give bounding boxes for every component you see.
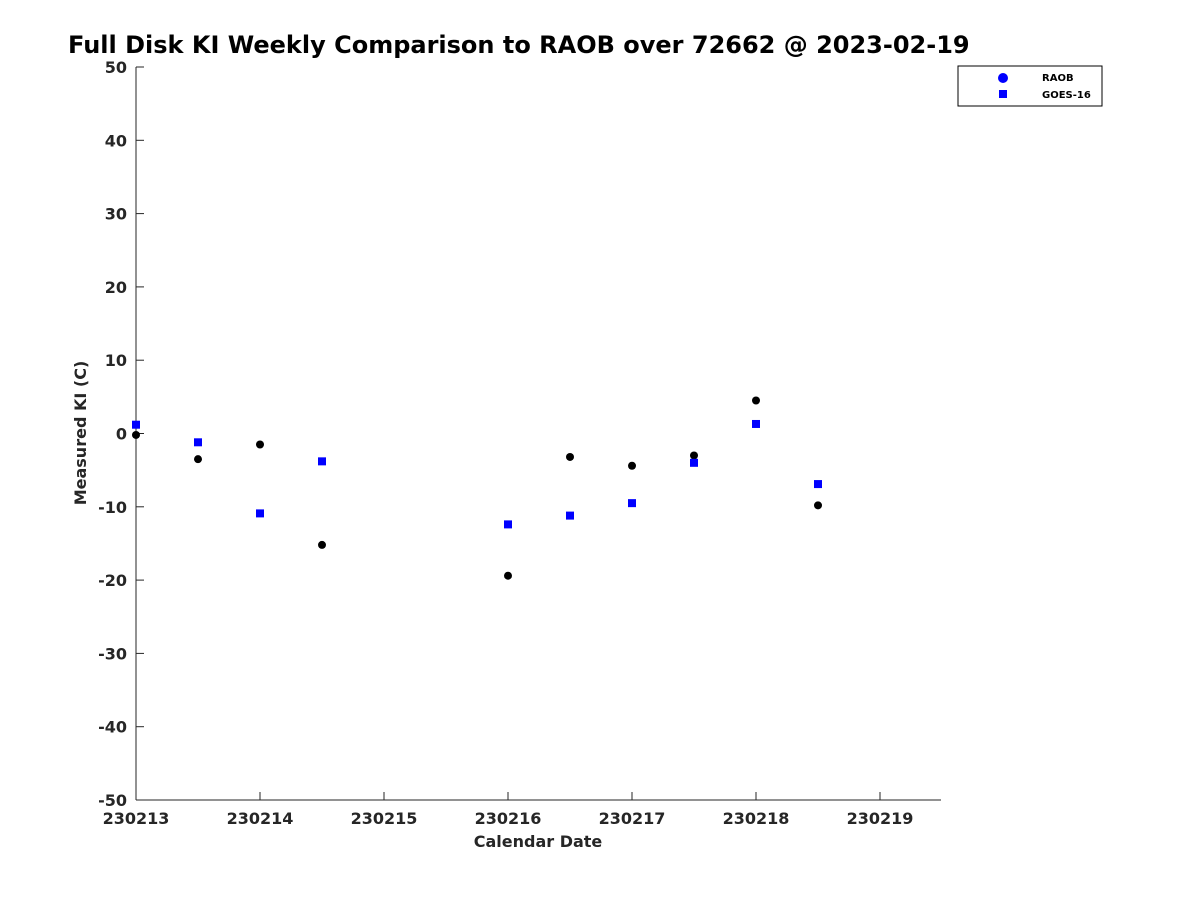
y-tick-label: -20	[98, 571, 127, 590]
x-tick-label: 230216	[475, 809, 542, 828]
raob-point	[504, 571, 512, 580]
raob-point	[628, 461, 636, 470]
goes16-point	[752, 419, 760, 428]
raob-point	[132, 430, 140, 439]
legend-raob-marker-icon	[998, 73, 1008, 83]
x-tick-label: 230214	[227, 809, 294, 828]
plot-axes	[135, 67, 941, 801]
goes16-point	[256, 509, 264, 518]
legend-goes16-marker-icon	[999, 90, 1007, 98]
raob-point	[194, 455, 202, 464]
goes16-point	[318, 457, 326, 466]
goes16-point	[628, 499, 636, 508]
y-tick-label: -50	[98, 791, 127, 810]
x-axis-ticks: 230213 230214 230215 230216 230217 230218 2302…	[103, 792, 914, 828]
y-tick-label: -10	[98, 498, 127, 517]
y-tick-label: 40	[105, 131, 127, 150]
goes16-point	[566, 511, 574, 520]
goes16-point	[504, 520, 512, 529]
goes16-point	[690, 458, 698, 467]
y-tick-label: 30	[105, 205, 127, 224]
y-tick-label: 0	[116, 425, 127, 444]
legend-raob-label: RAOB	[1042, 73, 1074, 84]
legend-goes16-label: GOES-16	[1042, 90, 1091, 101]
legend-box	[957, 65, 1103, 107]
y-tick-label: 50	[105, 58, 127, 77]
x-axis-label: Calendar Date	[474, 832, 603, 851]
y-tick-label: -30	[98, 644, 127, 663]
x-tick-label: 230217	[599, 809, 666, 828]
x-tick-label: 230218	[723, 809, 790, 828]
goes16-point	[132, 420, 140, 429]
data-marks	[132, 396, 822, 580]
raob-point	[690, 451, 698, 460]
y-axis-ticks: -50 -40 -30 -20 -10 0 10 20 30 40 50	[98, 58, 144, 810]
goes16-point	[194, 438, 202, 447]
raob-point	[814, 501, 822, 510]
raob-point	[752, 396, 760, 405]
legend: RAOB GOES-16	[957, 65, 1103, 107]
y-tick-label: 20	[105, 278, 127, 297]
y-tick-label: -40	[98, 718, 127, 737]
x-tick-label: 230215	[351, 809, 418, 828]
y-axis-label: Measured KI (C)	[71, 361, 90, 506]
chart-title: Full Disk KI Weekly Comparison to RAOB o…	[68, 31, 970, 59]
raob-point	[318, 540, 326, 549]
x-tick-label: 230213	[103, 809, 170, 828]
x-tick-label: 230219	[847, 809, 914, 828]
y-tick-label: 10	[105, 351, 127, 370]
goes16-point	[814, 480, 822, 489]
raob-point	[566, 452, 574, 461]
raob-point	[256, 440, 264, 449]
